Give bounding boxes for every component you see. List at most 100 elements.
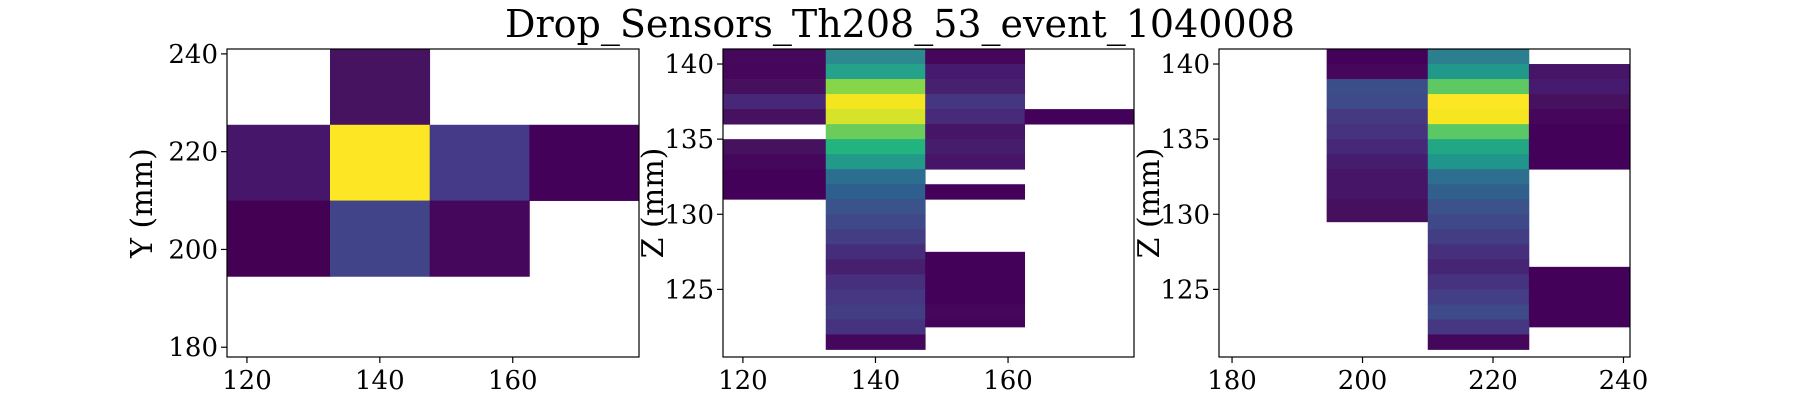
heatmap-cell <box>227 124 331 201</box>
heatmap-cell <box>825 274 926 290</box>
heatmap-cell <box>723 139 827 155</box>
heatmap-cell <box>1427 319 1530 335</box>
heatmap-cell <box>1528 139 1631 155</box>
heatmap-cell <box>1326 109 1429 125</box>
heatmap-cell <box>925 251 1026 275</box>
heatmap-cell <box>825 64 926 80</box>
heatmap-cell <box>1326 214 1429 223</box>
x-tick-label: 140 <box>355 366 405 396</box>
heatmap-cell <box>1427 199 1530 215</box>
heatmap-cell <box>1427 214 1530 230</box>
heatmap-cell <box>1528 266 1631 275</box>
heatmap-cell <box>925 94 1026 110</box>
x-tick-label: 200 <box>1338 366 1388 396</box>
heatmap-cell <box>1528 124 1631 140</box>
heatmap-cell <box>825 94 926 110</box>
heatmap-cell <box>429 124 530 201</box>
heatmap-cell <box>825 169 926 185</box>
heatmap-cell <box>723 79 827 95</box>
y-tick-label: 135 <box>1160 125 1210 155</box>
heatmap-cell <box>825 154 926 170</box>
heatmap-cell <box>825 139 926 155</box>
heatmap-cell <box>227 200 331 277</box>
heatmap-cell <box>723 49 827 65</box>
y-tick-label: 130 <box>1160 200 1210 230</box>
heatmap-cell <box>1326 184 1429 200</box>
y-tick-label: 140 <box>1160 50 1210 80</box>
heatmap-cell <box>330 200 431 277</box>
heatmap-cell <box>925 154 1026 170</box>
heatmap-cell <box>825 79 926 95</box>
heatmap-cell <box>723 94 827 110</box>
y-tick-label: 180 <box>168 333 218 363</box>
heatmap-cell <box>723 154 827 170</box>
heatmap-cell <box>1427 289 1530 305</box>
heatmap-cell <box>925 304 1026 320</box>
x-tick-label: 220 <box>1468 366 1518 396</box>
figure-title: Drop_Sensors_Th208_53_event_1040008 <box>504 2 1295 46</box>
y-tick-label: 125 <box>664 275 714 305</box>
heatmap-cell <box>1427 274 1530 290</box>
heatmap-cell <box>825 304 926 320</box>
heatmap-cell <box>1427 184 1530 200</box>
x-tick-label: 160 <box>983 366 1033 396</box>
heatmap-cell <box>1427 79 1530 95</box>
heatmap-cell <box>1427 334 1530 350</box>
y-tick-label: 135 <box>664 125 714 155</box>
heatmap-cell <box>1427 304 1530 320</box>
heatmap-cell <box>1427 109 1530 125</box>
heatmap-cell <box>1427 124 1530 140</box>
heatmap-cell <box>925 289 1026 305</box>
heatmap-cell <box>723 184 827 200</box>
y-tick-label: 200 <box>168 235 218 265</box>
heatmap-cell <box>1427 169 1530 185</box>
heatmap-cell <box>825 229 926 245</box>
heatmap-cell <box>723 109 827 125</box>
plot-frame <box>722 48 1135 358</box>
heatmap-cell <box>925 79 1026 95</box>
heatmap-cell <box>529 124 640 201</box>
heatmap-cell <box>925 274 1026 290</box>
heatmap-cell <box>825 184 926 200</box>
heatmap-cell <box>925 109 1026 125</box>
heatmap-cell <box>825 49 926 65</box>
x-tick-label: 240 <box>1599 366 1649 396</box>
heatmap-cell <box>1326 124 1429 140</box>
heatmap-cell <box>723 169 827 185</box>
heatmap-cell <box>925 319 1026 328</box>
heatmap-cell <box>1024 109 1135 125</box>
heatmap-cell <box>1427 154 1530 170</box>
plot-frame <box>1218 48 1631 358</box>
heatmap-cell <box>825 319 926 335</box>
heatmap-cell <box>825 109 926 125</box>
x-tick-label: 140 <box>851 366 901 396</box>
heatmap-cell <box>825 214 926 230</box>
y-axis-label: Z (mm) <box>636 148 671 259</box>
heatmap-cell <box>825 334 926 350</box>
plot-frame <box>226 48 640 358</box>
heatmap-cell <box>1427 139 1530 155</box>
heatmap-cell <box>825 199 926 215</box>
heatmap-cell <box>330 49 431 126</box>
heatmap-cell <box>1528 154 1631 170</box>
heatmap-cell <box>1528 289 1631 305</box>
heatmap-cell <box>1326 139 1429 155</box>
heatmap-cell <box>1528 304 1631 320</box>
y-tick-label: 130 <box>664 200 714 230</box>
heatmap-cell <box>1528 274 1631 290</box>
heatmap-cell <box>1326 49 1429 65</box>
x-tick-label: 120 <box>222 366 272 396</box>
y-tick-label: 140 <box>664 50 714 80</box>
y-axis-label: Z (mm) <box>1132 148 1167 259</box>
heatmap-cell <box>1326 79 1429 95</box>
heatmap-cell <box>1528 94 1631 110</box>
heatmap-cell <box>825 259 926 275</box>
x-tick-label: 120 <box>718 366 768 396</box>
heatmap-cell <box>1326 94 1429 110</box>
heatmap-cell <box>1427 244 1530 260</box>
heatmap-cell <box>1326 64 1429 80</box>
heatmap-cell <box>1427 64 1530 80</box>
heatmap-cell <box>1427 259 1530 275</box>
heatmap-cell <box>925 139 1026 155</box>
